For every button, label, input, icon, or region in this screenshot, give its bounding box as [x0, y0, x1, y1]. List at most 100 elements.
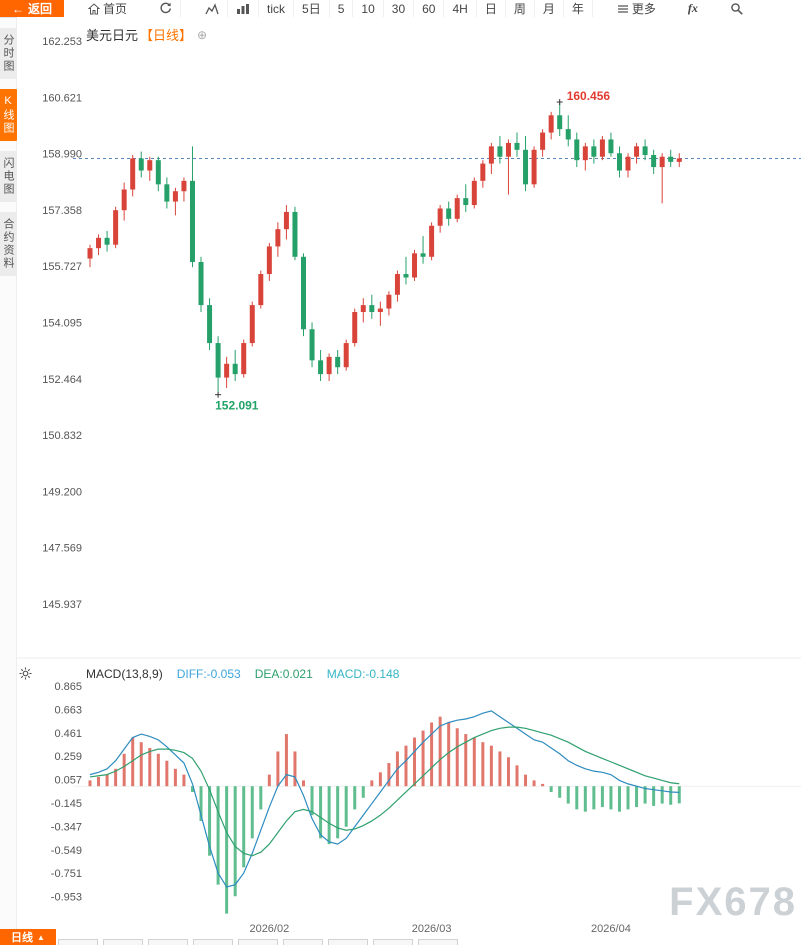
area-chart-button[interactable]	[197, 0, 229, 17]
home-label: 首页	[103, 2, 128, 16]
period-label: 日	[484, 2, 497, 16]
svg-text:-0.953: -0.953	[51, 892, 82, 904]
svg-text:154.095: 154.095	[42, 318, 82, 330]
period-5[interactable]: 5	[330, 0, 354, 17]
bottom-tab-placeholder[interactable]	[148, 939, 188, 945]
search-icon	[730, 2, 744, 16]
toolbar: ← 返回 首页 tick 5日 5 10	[0, 0, 801, 18]
svg-text:2026/03: 2026/03	[412, 923, 452, 935]
macd-dea-line	[89, 726, 680, 857]
svg-text:155.727: 155.727	[42, 261, 82, 273]
svg-text:-0.145: -0.145	[51, 798, 82, 810]
active-period-label: 日线	[11, 932, 34, 944]
period-month[interactable]: 月	[535, 0, 564, 17]
bottom-tab-placeholder[interactable]	[328, 939, 368, 945]
back-button[interactable]: ← 返回	[0, 0, 65, 17]
period-label: 60	[422, 1, 436, 16]
chart-title: 美元日元 【日线】 ⊕	[86, 25, 207, 44]
bottom-tab-placeholder[interactable]	[103, 939, 143, 945]
period-4h[interactable]: 4H	[444, 0, 477, 17]
macd-settings-icon[interactable]	[19, 667, 32, 685]
high-price-label: 160.456	[567, 89, 611, 103]
svg-text:2026/04: 2026/04	[591, 923, 631, 935]
sidebar-item-kline-chart[interactable]: K线图	[0, 89, 17, 141]
period-label: 4H	[452, 1, 468, 16]
chart-canvas[interactable]: 162.253 160.621 158.990 157.358 155.727 154.0…	[17, 17, 801, 945]
period-label: 月	[542, 2, 555, 16]
refresh-icon	[159, 2, 172, 15]
svg-text:0.057: 0.057	[54, 775, 82, 787]
fx-label: fx	[687, 1, 698, 15]
bottom-tab-strip	[58, 939, 798, 945]
period-tick[interactable]: tick	[259, 0, 295, 17]
sidebar-item-time-chart[interactable]: 分时图	[0, 28, 17, 79]
bottom-tab-placeholder[interactable]	[238, 939, 278, 945]
macd-diff-line	[89, 710, 680, 888]
period-label: 周	[513, 2, 526, 16]
svg-text:157.358: 157.358	[42, 205, 82, 217]
x-axis: 2026/02 2026/03 2026/04	[249, 923, 630, 935]
bottom-tab-placeholder[interactable]	[58, 939, 98, 945]
svg-text:0.663: 0.663	[54, 704, 82, 716]
period-tag[interactable]: 【日线】	[140, 28, 193, 43]
macd-diff-value: DIFF:-0.053	[176, 667, 241, 681]
macd-header: MACD(13,8,9) DIFF:-0.053 DEA:0.021 MACD:…	[86, 667, 399, 681]
svg-text:149.200: 149.200	[42, 486, 82, 498]
volume-bars-icon	[236, 3, 250, 15]
period-label: 年	[571, 2, 584, 16]
period-60[interactable]: 60	[414, 0, 445, 17]
back-label: 返回	[28, 2, 53, 16]
period-10[interactable]: 10	[353, 0, 384, 17]
sidebar-item-lightning-chart[interactable]: 闪电图	[0, 151, 17, 202]
bottom-tab-placeholder[interactable]	[373, 939, 413, 945]
svg-text:0.461: 0.461	[54, 728, 82, 740]
svg-text:0.865: 0.865	[54, 681, 82, 693]
svg-text:152.464: 152.464	[42, 374, 82, 386]
sidebar-item-contract-info[interactable]: 合约资料	[0, 212, 17, 276]
period-week[interactable]: 周	[506, 0, 535, 17]
period-label: 5日	[302, 2, 321, 16]
svg-text:2026/02: 2026/02	[249, 923, 289, 935]
home-icon	[88, 2, 101, 15]
period-label: 5	[337, 1, 345, 16]
more-button[interactable]: 更多	[609, 0, 664, 17]
svg-text:162.253: 162.253	[42, 36, 82, 48]
period-5d[interactable]: 5日	[294, 0, 330, 17]
symbol-name: 美元日元	[86, 28, 139, 43]
period-day[interactable]: 日	[477, 0, 506, 17]
candles-layer	[87, 103, 682, 392]
bottom-tab-placeholder[interactable]	[193, 939, 233, 945]
svg-text:150.832: 150.832	[42, 430, 82, 442]
macd-histogram	[88, 716, 681, 914]
macd-indicator-name[interactable]: MACD(13,8,9)	[86, 667, 163, 681]
period-label: tick	[267, 1, 286, 16]
volume-bars-button[interactable]	[228, 0, 260, 17]
svg-text:147.569: 147.569	[42, 543, 82, 555]
macd-axis: 0.865 0.663 0.461 0.259 0.057 -0.145 -0.347 -0.…	[51, 681, 82, 904]
more-label: 更多	[631, 2, 656, 16]
add-indicator-icon[interactable]: ⊕	[197, 27, 208, 42]
period-30[interactable]: 30	[384, 0, 415, 17]
more-icon	[617, 4, 629, 14]
macd-dea-value: DEA:0.021	[254, 667, 313, 681]
svg-text:0.259: 0.259	[54, 751, 82, 763]
svg-text:158.990: 158.990	[42, 149, 82, 161]
search-button[interactable]	[722, 0, 752, 17]
fx-tools-button[interactable]: fx	[680, 0, 706, 17]
sidebar: 分时图 K线图 闪电图 合约资料	[0, 18, 17, 929]
price-axis: 162.253 160.621 158.990 157.358 155.727 154.0…	[42, 36, 82, 611]
active-period-tab[interactable]: 日线 ▲	[0, 929, 56, 945]
period-year[interactable]: 年	[564, 0, 593, 17]
svg-text:-0.751: -0.751	[51, 868, 82, 880]
bottom-tab-placeholder[interactable]	[418, 939, 458, 945]
home-button[interactable]: 首页	[80, 0, 135, 17]
refresh-button[interactable]	[151, 0, 182, 17]
svg-text:145.937: 145.937	[42, 599, 82, 611]
caret-up-icon: ▲	[37, 932, 45, 942]
macd-hist-value: MACD:-0.148	[326, 667, 400, 681]
svg-text:160.621: 160.621	[42, 92, 82, 104]
period-label: 10	[361, 1, 375, 16]
bottom-tab-placeholder[interactable]	[283, 939, 323, 945]
svg-text:-0.549: -0.549	[51, 845, 82, 857]
